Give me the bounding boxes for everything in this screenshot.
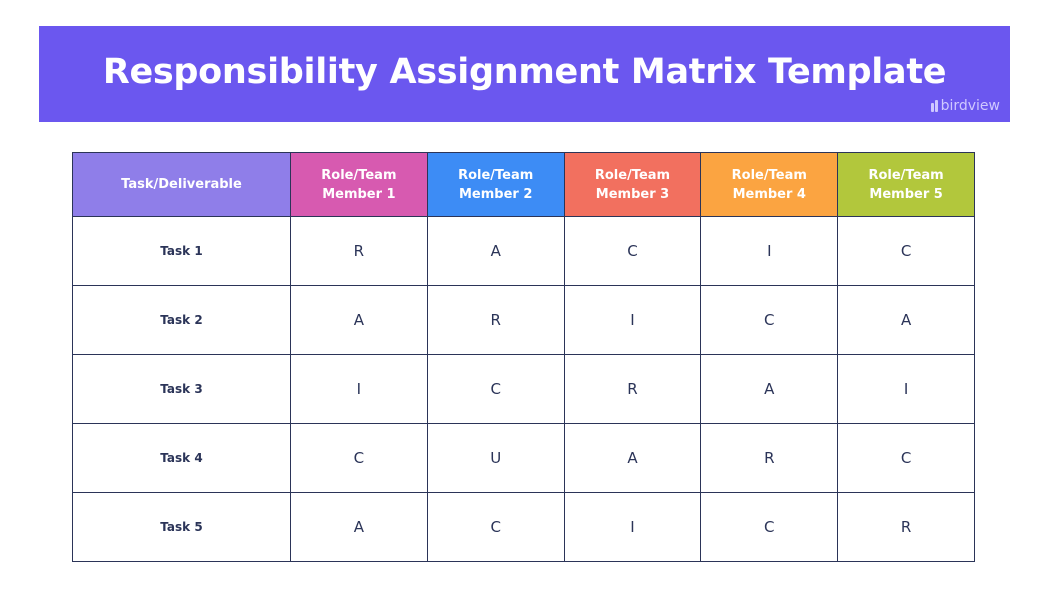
table-row: Task 2 A R I C A <box>72 285 975 355</box>
table-cell: C <box>837 216 975 286</box>
header-task-deliverable: Task/Deliverable <box>72 152 291 217</box>
table-cell: U <box>426 423 565 493</box>
table-cell: R <box>426 285 565 355</box>
table-cell: A <box>700 354 839 424</box>
table-cell: C <box>426 354 565 424</box>
table-cell: C <box>700 492 839 562</box>
table-cell: C <box>290 423 428 493</box>
table-cell: I <box>700 216 839 286</box>
table-cell: C <box>700 285 839 355</box>
title-banner: Responsibility Assignment Matrix Templat… <box>39 26 1010 122</box>
table-cell: I <box>563 285 702 355</box>
table-cell: A <box>563 423 702 493</box>
table-cell: A <box>290 492 428 562</box>
table-cell: C <box>563 216 702 286</box>
task-name: Task 3 <box>72 354 291 424</box>
table-cell: I <box>837 354 975 424</box>
task-name: Task 2 <box>72 285 291 355</box>
table-cell: C <box>837 423 975 493</box>
table-cell: A <box>837 285 975 355</box>
table-cell: R <box>700 423 839 493</box>
table-cell: R <box>563 354 702 424</box>
table-cell: A <box>426 216 565 286</box>
table-cell: R <box>290 216 428 286</box>
task-name: Task 1 <box>72 216 291 286</box>
birdview-logo-icon <box>930 100 938 112</box>
header-member-4: Role/Team Member 4 <box>700 152 839 217</box>
table-row: Task 5 A C I C R <box>72 492 975 562</box>
raci-matrix-table: Task/Deliverable Role/Team Member 1 Role… <box>72 152 975 562</box>
table-cell: I <box>563 492 702 562</box>
table-cell: A <box>290 285 428 355</box>
table-cell: R <box>837 492 975 562</box>
header-member-1: Role/Team Member 1 <box>290 152 428 217</box>
task-name: Task 4 <box>72 423 291 493</box>
header-member-2: Role/Team Member 2 <box>426 152 565 217</box>
table-row: Task 4 C U A R C <box>72 423 975 493</box>
table-cell: I <box>290 354 428 424</box>
table-row: Task 3 I C R A I <box>72 354 975 424</box>
task-name: Task 5 <box>72 492 291 562</box>
page-title: Responsibility Assignment Matrix Templat… <box>102 52 947 92</box>
header-row: Task/Deliverable Role/Team Member 1 Role… <box>72 152 975 217</box>
header-member-5: Role/Team Member 5 <box>837 152 975 217</box>
brand-name: birdview <box>940 98 1000 114</box>
table-cell: C <box>426 492 565 562</box>
table-row: Task 1 R A C I C <box>72 216 975 286</box>
header-member-3: Role/Team Member 3 <box>563 152 702 217</box>
brand-logo: birdview <box>930 98 1000 114</box>
